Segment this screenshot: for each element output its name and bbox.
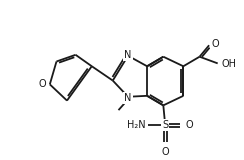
Text: N: N xyxy=(124,50,132,60)
Text: O: O xyxy=(162,147,169,157)
Text: N: N xyxy=(124,93,132,103)
Text: O: O xyxy=(185,120,193,130)
Text: O: O xyxy=(38,79,46,89)
Text: OH: OH xyxy=(222,59,236,69)
Text: H₂N: H₂N xyxy=(127,120,145,130)
Text: S: S xyxy=(162,120,168,130)
Text: O: O xyxy=(211,39,219,49)
